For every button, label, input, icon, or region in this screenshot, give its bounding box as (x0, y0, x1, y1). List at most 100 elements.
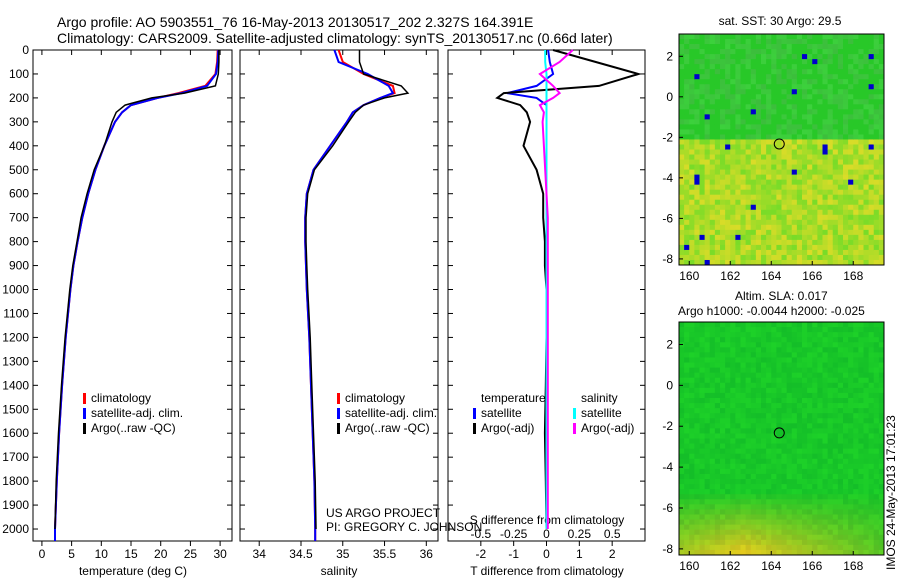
map-cell (771, 397, 777, 404)
map-cell (714, 463, 721, 470)
map-cell (832, 403, 839, 409)
map-cell (720, 397, 726, 404)
map-cell (796, 509, 803, 515)
map-cell (740, 99, 747, 105)
map-cell (679, 514, 685, 521)
map-cell (853, 259, 859, 266)
map-cell (709, 104, 716, 110)
map-cell (766, 189, 772, 196)
map-cell (684, 74, 690, 80)
map-cell (761, 403, 767, 409)
map-cell (858, 44, 864, 50)
map-cell (868, 433, 875, 439)
map-cell (802, 249, 808, 256)
map-cell (771, 332, 777, 338)
map-cell (858, 473, 864, 480)
map-cell (694, 244, 700, 251)
map-cell (720, 524, 726, 531)
map-cell (812, 327, 818, 333)
map-cell (761, 94, 767, 100)
map-cell (843, 104, 849, 110)
map-cell (827, 403, 834, 409)
map-cell (807, 34, 813, 40)
map-cell (714, 337, 721, 343)
map-cell (817, 204, 823, 211)
map-cell (766, 79, 772, 85)
map-cell (868, 403, 875, 409)
map-cell (704, 494, 711, 500)
map-cell (776, 194, 782, 201)
map-cell (750, 229, 757, 236)
map-cell (755, 544, 762, 551)
y-tick-label: 600 (9, 187, 29, 201)
map-cell (720, 473, 726, 480)
map-cell (761, 408, 767, 414)
map-cell (771, 119, 777, 125)
map-cell (720, 224, 726, 231)
map-cell (714, 423, 721, 429)
map-cell (776, 64, 782, 70)
map-cell (802, 544, 808, 551)
map-cell (766, 387, 772, 394)
map-cell (761, 114, 767, 120)
map-cell (720, 458, 726, 465)
map-cell (684, 494, 690, 500)
map-cell (878, 408, 885, 414)
map-cell (853, 254, 859, 261)
map-cell (832, 219, 839, 226)
map-cell (679, 169, 685, 176)
map-cell (878, 524, 885, 531)
map-cell (750, 199, 757, 206)
map-cell (796, 214, 803, 221)
map-cell (832, 149, 839, 156)
map-cell (735, 214, 741, 221)
map-cell (843, 109, 849, 115)
map-cell (873, 84, 880, 90)
map-cell (709, 352, 716, 358)
map-cell (684, 174, 690, 181)
map-cell (878, 448, 885, 455)
map-cell (868, 194, 875, 201)
map-cell (827, 254, 834, 261)
map-cell (761, 144, 767, 150)
map-cell (802, 184, 808, 191)
map-cell (827, 124, 834, 130)
map-cell (868, 499, 875, 505)
map-cell (745, 372, 752, 379)
map-cell (684, 184, 690, 191)
map-cell (853, 418, 859, 424)
map-cell (781, 524, 788, 531)
map-cell (827, 499, 834, 505)
map-cell (802, 229, 808, 236)
map-cell (679, 149, 685, 156)
map-cell (848, 159, 854, 166)
map-cell (837, 458, 844, 465)
map-cell (689, 54, 695, 60)
map-cell (812, 49, 818, 55)
map-cell (873, 154, 880, 161)
map-cell (776, 357, 782, 364)
map-cell (714, 144, 721, 150)
map-cell (843, 367, 849, 374)
map-cell (745, 453, 752, 460)
map-cell (832, 159, 839, 166)
map-cell (868, 244, 875, 251)
map-cell (745, 69, 752, 75)
map-cell (709, 544, 716, 551)
map-cell (878, 458, 885, 465)
map-cell (843, 453, 849, 460)
map-cell (755, 89, 762, 95)
map-cell (745, 458, 752, 465)
map-cell (832, 109, 839, 115)
map-cell (699, 413, 706, 419)
map-cell (735, 84, 741, 90)
map-cell (863, 134, 870, 140)
map-cell (868, 484, 875, 490)
map-cell (817, 342, 823, 348)
map-cell (817, 209, 823, 216)
map-cell (740, 109, 747, 115)
map-cell (725, 204, 731, 211)
map-cell (694, 99, 700, 105)
map-cell (858, 514, 864, 521)
map-cell (853, 544, 859, 551)
